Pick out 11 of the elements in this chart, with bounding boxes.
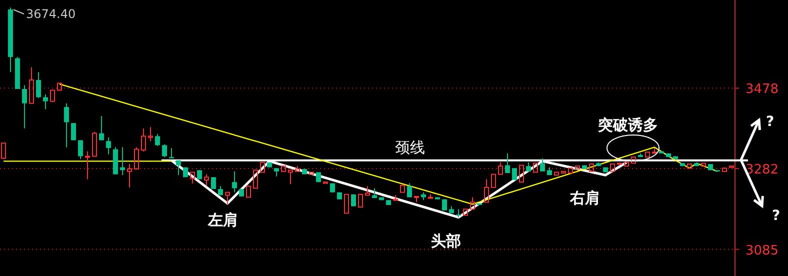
text: ? (766, 114, 774, 130)
annotation: 3674.40 (26, 7, 76, 21)
text: ? (772, 208, 780, 224)
annotation: 右肩 (569, 189, 600, 207)
annotation: 头部 (431, 232, 461, 250)
y-tick-label: 3282 (745, 162, 779, 178)
annotation: 突破诱多 (597, 116, 658, 134)
ref-line-label: 颈线 (395, 138, 425, 156)
y-tick-label: 3478 (745, 82, 779, 98)
y-tick-label: 3085 (745, 243, 779, 258)
annotation: 左肩 (207, 211, 238, 229)
